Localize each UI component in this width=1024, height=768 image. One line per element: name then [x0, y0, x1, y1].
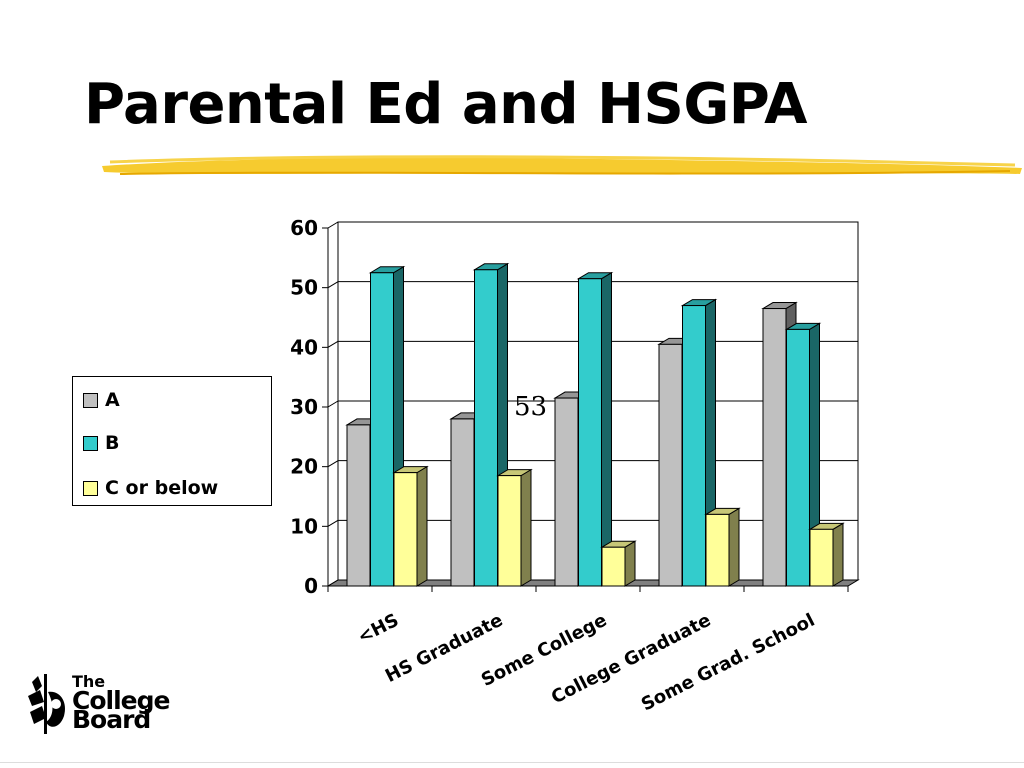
legend-label-a: A — [105, 389, 120, 411]
bars — [345, 262, 845, 587]
logo-text-college: College — [72, 686, 170, 715]
bar-front — [601, 546, 626, 587]
bar-side — [416, 465, 428, 587]
bar-front — [346, 424, 371, 587]
y-tick-label: 50 — [290, 276, 318, 300]
logo-text-board: Board — [72, 705, 151, 734]
legend-item-c: C or below — [83, 477, 218, 499]
bar-b-2 — [576, 271, 614, 587]
annotation-label: 53 — [514, 392, 547, 422]
y-tick-label: 20 — [290, 455, 318, 479]
bar-front — [497, 475, 522, 587]
legend: A B C or below — [72, 376, 272, 506]
logo-text-the: The — [72, 672, 106, 691]
bar-front — [809, 528, 834, 587]
college-board-logo: The College Board — [24, 672, 184, 738]
bar-side — [832, 522, 844, 587]
bar-front — [682, 305, 706, 587]
gridline-side — [327, 340, 339, 348]
gridline-side — [327, 460, 339, 468]
gridline-side — [327, 519, 339, 527]
x-tick-label: <HS — [354, 610, 402, 648]
bar-front — [393, 472, 418, 587]
bar-front — [474, 269, 498, 587]
slide-title: Parental Ed and HSGPA — [84, 72, 808, 137]
gridline-side — [327, 281, 339, 289]
bar-c-or-below-3 — [704, 507, 741, 587]
legend-label-b: B — [105, 432, 120, 454]
bar-c-or-below-2 — [600, 540, 637, 587]
bar-b-4 — [784, 322, 822, 587]
y-tick-label: 40 — [290, 335, 318, 359]
bar-side — [601, 271, 612, 587]
y-tick-label: 10 — [290, 514, 318, 538]
acorn-tree-icon — [28, 674, 66, 734]
bar-front — [370, 272, 394, 587]
bar-front — [658, 343, 683, 587]
bottom-rule — [0, 762, 1024, 763]
y-tick-label: 30 — [290, 395, 318, 419]
legend-swatch-c — [83, 480, 98, 496]
gridline-side — [327, 221, 339, 229]
y-tick-label: 0 — [304, 574, 318, 598]
bar-side — [728, 507, 740, 587]
legend-swatch-a — [83, 392, 98, 408]
bar-front — [762, 308, 787, 587]
bar-c-or-below-1 — [496, 468, 533, 587]
title-underline — [102, 155, 1022, 175]
legend-swatch-b — [83, 435, 98, 451]
legend-label-c: C or below — [105, 477, 219, 499]
bar-front — [786, 328, 810, 587]
bar-front — [578, 278, 602, 587]
y-tick-label: 60 — [290, 216, 318, 240]
gridline-side — [327, 579, 339, 587]
bar-front — [554, 397, 579, 587]
bar-front — [450, 418, 475, 587]
x-tick-label: Some Grad. School — [638, 610, 818, 716]
bar-c-or-below-0 — [392, 465, 429, 587]
bar-c-or-below-4 — [808, 522, 845, 587]
bar-side — [624, 540, 636, 587]
bar-side — [520, 468, 532, 587]
legend-item-a: A — [83, 389, 120, 411]
legend-item-b: B — [83, 432, 119, 454]
gridline-side — [327, 400, 339, 408]
bar-front — [705, 513, 730, 587]
